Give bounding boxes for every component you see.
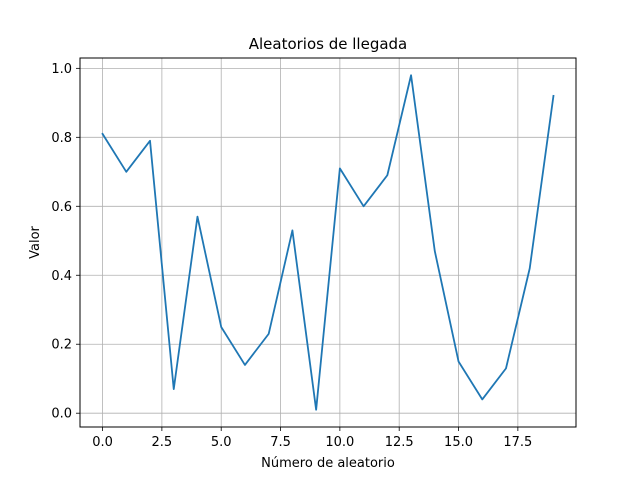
y-tick-label: 0.4 [51,269,72,284]
x-tick-label: 12.5 [385,435,414,450]
chart-title: Aleatorios de llegada [249,35,408,53]
y-tick-label: 0.0 [51,407,72,422]
x-tick-label: 2.5 [152,435,173,450]
plot-frame [79,57,577,428]
series-line [101,74,555,411]
x-tick-label: 0.0 [92,435,113,450]
x-axis-label: Número de aleatorio [261,456,395,471]
y-tick-label: 0.6 [51,200,72,215]
y-tick-label: 0.8 [51,131,72,146]
x-tick-label: 10.0 [325,435,354,450]
y-axis-label: Valor [28,225,43,258]
x-tick-label: 15.0 [444,435,473,450]
x-tick-label: 7.5 [270,435,291,450]
x-tick-label: 5.0 [211,435,232,450]
ticks: 0.0 2.5 5.0 7.5 10.0 12.5 15.0 17.5 0.0 0.2 0.4 0.6… [51,62,532,450]
x-tick-label: 17.5 [503,435,532,450]
y-tick-label: 1.0 [51,62,72,77]
series-layer [101,74,555,411]
y-tick-label: 0.2 [51,338,72,353]
